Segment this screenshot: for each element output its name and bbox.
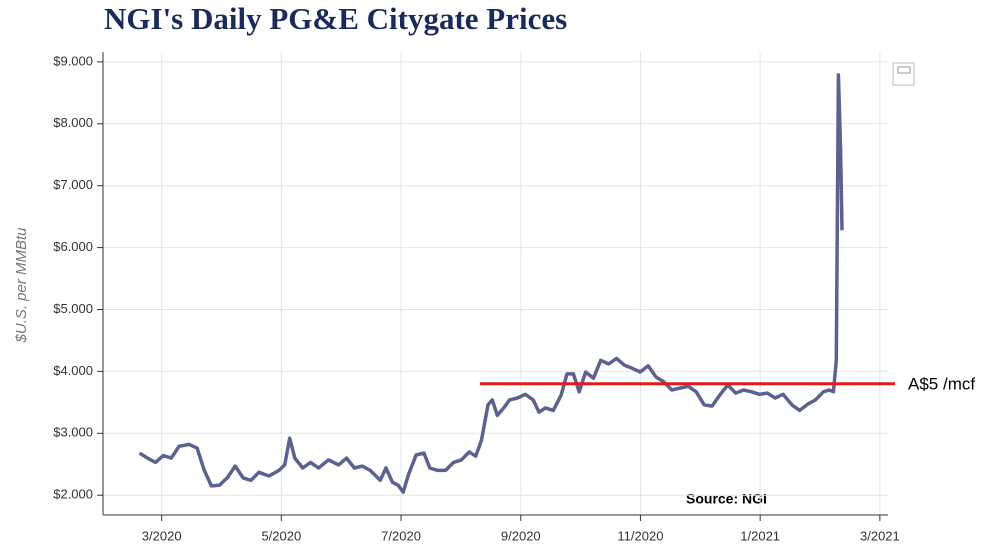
x-tick-label: 11/2020 [617, 528, 663, 543]
price-line [138, 73, 844, 494]
export-icon[interactable] [892, 62, 915, 86]
y-tick-label: $8.000 [53, 115, 93, 130]
y-tick-label: $5.000 [53, 301, 93, 316]
reference-label: A$5 /mcf [908, 374, 975, 393]
y-tick-label: $3.000 [53, 425, 93, 440]
x-tick-label: 3/2021 [860, 528, 900, 543]
x-tick-label: 1/2021 [740, 528, 780, 543]
y-tick-label: $9.000 [53, 53, 93, 68]
y-tick-label: $7.000 [53, 177, 93, 192]
source-note: Source: NGI [686, 491, 767, 507]
y-tick-label: $2.000 [53, 487, 93, 502]
x-tick-label: 3/2020 [142, 528, 182, 543]
y-tick-label: $4.000 [53, 363, 93, 378]
y-tick-label: $6.000 [53, 239, 93, 254]
chart-title: NGI's Daily PG&E Citygate Prices [104, 1, 567, 36]
x-tick-label: 5/2020 [261, 528, 301, 543]
x-tick-label: 9/2020 [501, 528, 541, 543]
y-axis-label: $U.S. per MMBtu [13, 227, 30, 344]
x-tick-label: 7/2020 [381, 528, 421, 543]
